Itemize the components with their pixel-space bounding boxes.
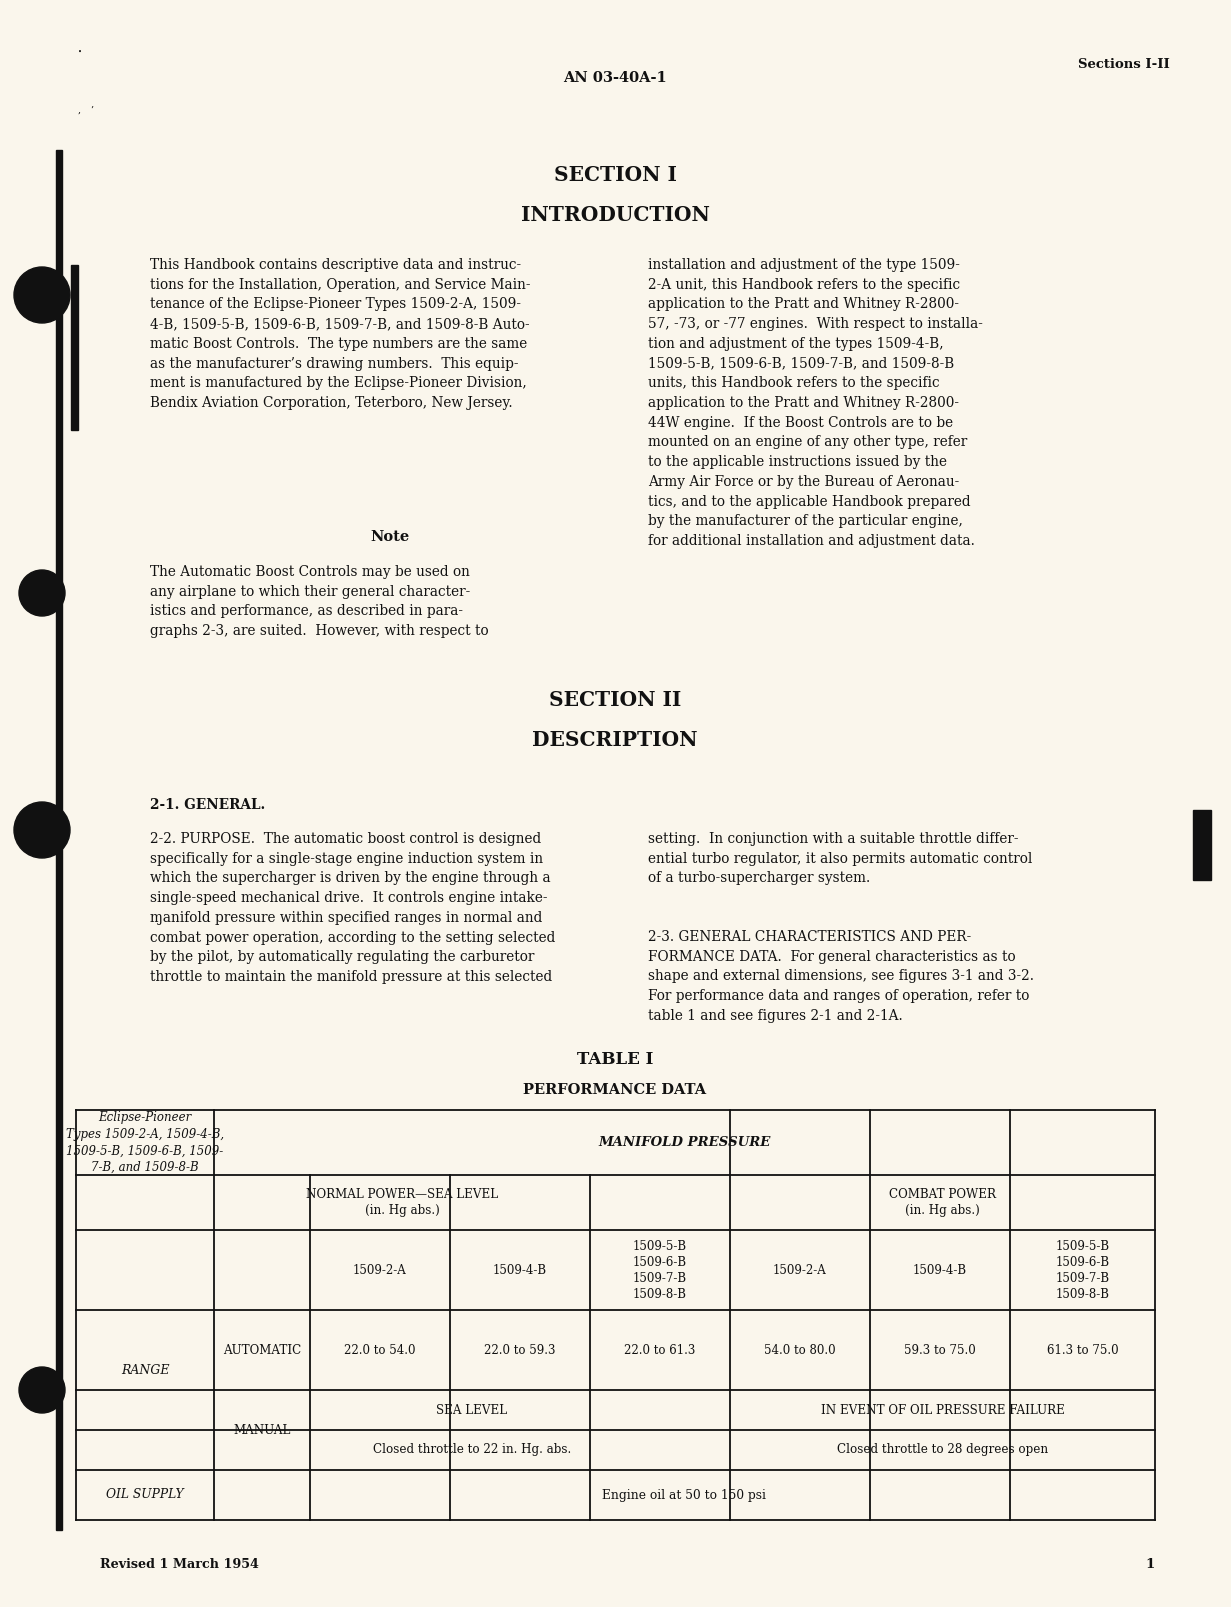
Bar [55, 149, 62, 1530]
Text: installation and adjustment of the type 1509-
2-A unit, this Handbook refers to : installation and adjustment of the type … [648, 259, 982, 548]
Text: INTRODUCTION: INTRODUCTION [521, 206, 709, 225]
Text: 61.3 to 75.0: 61.3 to 75.0 [1046, 1343, 1118, 1356]
Text: COMBAT POWER
(in. Hg abs.): COMBAT POWER (in. Hg abs.) [889, 1188, 996, 1218]
Circle shape [18, 570, 65, 615]
Text: AUTOMATIC: AUTOMATIC [223, 1343, 302, 1356]
Circle shape [14, 802, 70, 858]
Text: setting.  In conjunction with a suitable throttle differ-
ential turbo regulator: setting. In conjunction with a suitable … [648, 832, 1033, 885]
Text: 1509-5-B
1509-6-B
1509-7-B
1509-8-B: 1509-5-B 1509-6-B 1509-7-B 1509-8-B [1055, 1239, 1109, 1300]
Text: RANGE: RANGE [121, 1363, 169, 1377]
Text: 22.0 to 61.3: 22.0 to 61.3 [624, 1343, 696, 1356]
Text: 22.0 to 54.0: 22.0 to 54.0 [345, 1343, 416, 1356]
Text: SECTION I: SECTION I [554, 166, 677, 185]
Text: This Handbook contains descriptive data and instruc-
tions for the Installation,: This Handbook contains descriptive data … [150, 259, 531, 410]
Text: ,: , [78, 106, 81, 114]
Text: 1: 1 [1146, 1559, 1155, 1572]
Text: SEA LEVEL: SEA LEVEL [437, 1403, 507, 1416]
Text: SECTION II: SECTION II [549, 689, 681, 710]
Text: 1509-4-B: 1509-4-B [913, 1263, 968, 1276]
Text: IN EVENT OF OIL PRESSURE FAILURE: IN EVENT OF OIL PRESSURE FAILURE [821, 1403, 1065, 1416]
Text: PERFORMANCE DATA: PERFORMANCE DATA [523, 1083, 707, 1098]
Text: 2-1. GENERAL.: 2-1. GENERAL. [150, 799, 265, 812]
Circle shape [14, 267, 70, 323]
Circle shape [18, 1368, 65, 1413]
Text: Eclipse-Pioneer
Types 1509-2-A, 1509-4-B,
1509-5-B, 1509-6-B, 1509-
7-B, and 150: Eclipse-Pioneer Types 1509-2-A, 1509-4-B… [66, 1110, 224, 1175]
Text: Engine oil at 50 to 150 psi: Engine oil at 50 to 150 psi [602, 1488, 767, 1501]
Text: •: • [78, 48, 82, 56]
Text: Closed throttle to 22 in. Hg. abs.: Closed throttle to 22 in. Hg. abs. [373, 1443, 571, 1456]
Text: Sections I-II: Sections I-II [1078, 58, 1169, 71]
Text: 2-2. PURPOSE.  The automatic boost control is designed
specifically for a single: 2-2. PURPOSE. The automatic boost contro… [150, 832, 555, 983]
Text: 1509-2-A: 1509-2-A [773, 1263, 827, 1276]
Text: 22.0 to 59.3: 22.0 to 59.3 [484, 1343, 555, 1356]
Text: DESCRIPTION: DESCRIPTION [532, 730, 698, 750]
Text: OIL SUPPLY: OIL SUPPLY [106, 1488, 183, 1501]
Text: MANUAL: MANUAL [234, 1424, 291, 1437]
Text: Revised 1 March 1954: Revised 1 March 1954 [100, 1559, 259, 1572]
Text: NORMAL POWER—SEA LEVEL
(in. Hg abs.): NORMAL POWER—SEA LEVEL (in. Hg abs.) [307, 1188, 499, 1218]
Text: ’: ’ [90, 106, 94, 114]
Text: 2-3. GENERAL CHARACTERISTICS AND PER-
FORMANCE DATA.  For general characteristic: 2-3. GENERAL CHARACTERISTICS AND PER- FO… [648, 930, 1034, 1024]
Text: 1509-4-B: 1509-4-B [492, 1263, 547, 1276]
Text: 54.0 to 80.0: 54.0 to 80.0 [764, 1343, 836, 1356]
Text: 1509-5-B
1509-6-B
1509-7-B
1509-8-B: 1509-5-B 1509-6-B 1509-7-B 1509-8-B [633, 1239, 687, 1300]
Text: The Automatic Boost Controls may be used on
any airplane to which their general : The Automatic Boost Controls may be used… [150, 566, 489, 638]
Text: Closed throttle to 28 degrees open: Closed throttle to 28 degrees open [837, 1443, 1048, 1456]
Bar [1193, 810, 1211, 881]
Text: 1509-2-A: 1509-2-A [353, 1263, 407, 1276]
Text: MANIFOLD PRESSURE: MANIFOLD PRESSURE [598, 1136, 771, 1149]
Text: 59.3 to 75.0: 59.3 to 75.0 [904, 1343, 976, 1356]
Text: Note: Note [371, 530, 410, 545]
Text: AN 03-40A-1: AN 03-40A-1 [563, 71, 667, 85]
Bar [71, 265, 78, 431]
Text: TABLE I: TABLE I [577, 1051, 654, 1069]
